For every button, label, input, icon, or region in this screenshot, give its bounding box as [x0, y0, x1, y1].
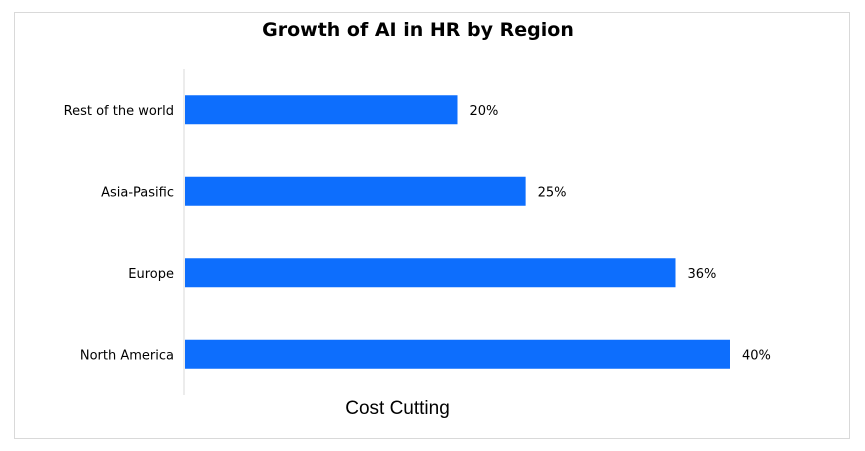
bar-europe — [185, 258, 676, 288]
data-label-asia-pasific: 25% — [538, 185, 567, 200]
bar-rest-of-the-world — [185, 95, 458, 125]
category-label-rest-of-the-world: Rest of the world — [64, 104, 174, 119]
x-axis-label: Cost Cutting — [345, 398, 450, 419]
bars-group: North America 40% Europe 36% Asia-Pasific 25%… — [64, 95, 771, 369]
category-label-asia-pasific: Asia-Pasific — [101, 185, 174, 200]
category-label-north-america: North America — [80, 348, 174, 363]
bar-asia-pasific — [185, 176, 526, 206]
data-label-rest-of-the-world: 20% — [470, 104, 499, 119]
data-label-europe: 36% — [688, 267, 717, 282]
chart-title: Growth of AI in HR by Region — [262, 19, 574, 41]
data-label-north-america: 40% — [742, 348, 771, 363]
category-label-europe: Europe — [128, 267, 174, 282]
bar-north-america — [185, 339, 730, 369]
